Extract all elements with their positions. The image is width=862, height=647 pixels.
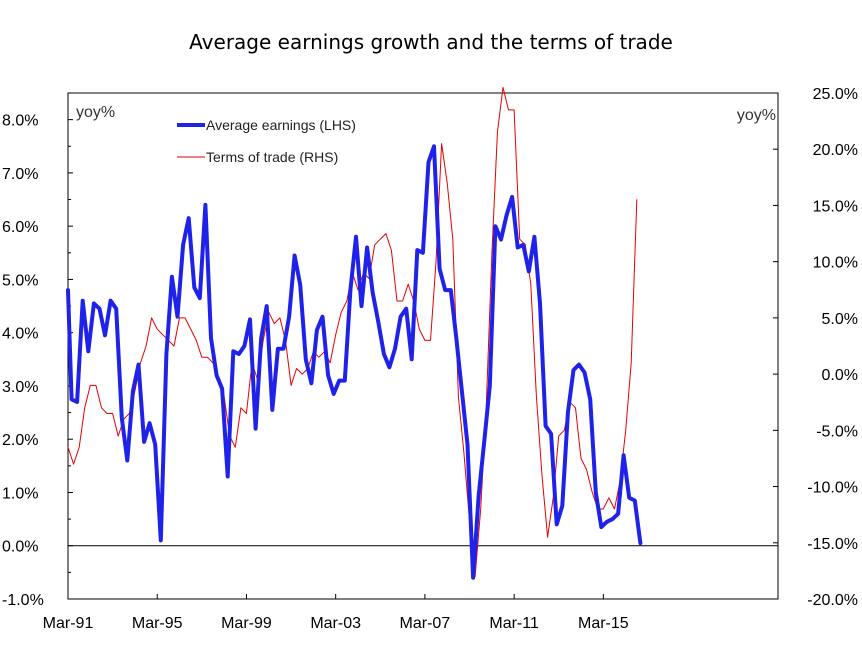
- left-axis-tick-label: 0.0%: [2, 539, 38, 556]
- right-axis-tick-label: -5.0%: [816, 423, 858, 440]
- left-axis-tick-label: -1.0%: [2, 592, 44, 609]
- left-axis-tick-label: 2.0%: [2, 432, 38, 449]
- left-axis: -1.0% 0.0% 1.0% 2.0% 3.0% 4.0% 5.0% 6.0% 7.0% 8.0…: [2, 92, 73, 609]
- right-axis-tick-label: -20.0%: [807, 592, 858, 609]
- right-axis-tick-label: -15.0%: [807, 536, 858, 553]
- series-layer: [66, 86, 643, 580]
- x-axis-tick-label: Mar-91: [43, 615, 94, 632]
- left-axis-unit-label: yoy%: [76, 104, 115, 121]
- x-axis: Mar-91 Mar-95 Mar-99 Mar-03 Mar-07 Mar-11 Mar-…: [43, 594, 629, 632]
- left-axis-tick-label: 5.0%: [2, 272, 38, 289]
- right-axis-tick-label: 0.0%: [822, 367, 858, 384]
- left-axis-tick-label: 7.0%: [2, 166, 38, 183]
- right-axis-tick-label: 25.0%: [813, 86, 858, 103]
- right-axis-tick-label: 20.0%: [813, 142, 858, 159]
- left-axis-tick-label: 3.0%: [2, 379, 38, 396]
- right-axis-tick-label: 5.0%: [822, 311, 858, 328]
- right-axis: -20.0% -15.0% -10.0% -5.0% 0.0% 5.0% 10.0% 15.0…: [773, 86, 858, 609]
- left-axis-tick-label: 8.0%: [2, 113, 38, 130]
- right-axis-tick-label: 10.0%: [813, 255, 858, 272]
- chart-title: Average earnings growth and the terms of…: [189, 30, 673, 54]
- right-axis-tick-label: -10.0%: [807, 480, 858, 497]
- series-line-terms-of-trade: [67, 86, 638, 577]
- x-axis-tick-label: Mar-07: [400, 615, 451, 632]
- left-axis-tick-label: 4.0%: [2, 326, 38, 343]
- legend: Average earnings (LHS) Terms of trade (R…: [177, 117, 356, 165]
- right-axis-unit-label: yoy%: [737, 107, 776, 124]
- legend-label-average-earnings: Average earnings (LHS): [206, 117, 356, 133]
- series-line-average-earnings: [66, 144, 643, 580]
- x-axis-tick-label: Mar-15: [578, 615, 629, 632]
- x-axis-tick-label: Mar-11: [489, 615, 539, 632]
- x-axis-tick-label: Mar-03: [310, 615, 361, 632]
- left-axis-tick-label: 1.0%: [2, 485, 38, 502]
- right-axis-tick-label: 15.0%: [813, 198, 858, 215]
- x-axis-tick-label: Mar-95: [132, 615, 183, 632]
- x-axis-tick-label: Mar-99: [221, 615, 272, 632]
- left-axis-tick-label: 6.0%: [2, 219, 38, 236]
- legend-label-terms-of-trade: Terms of trade (RHS): [206, 149, 338, 165]
